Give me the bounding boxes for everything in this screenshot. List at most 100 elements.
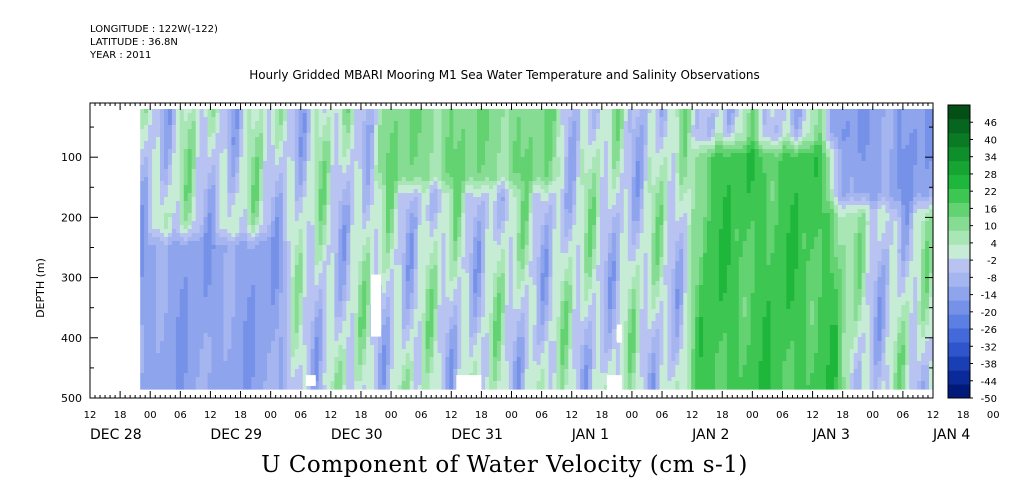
heatmap-cell — [152, 197, 157, 202]
heatmap-cell — [282, 245, 288, 250]
heatmap-cell — [227, 361, 232, 366]
heatmap-cell — [409, 265, 415, 270]
heatmap-cell — [286, 265, 292, 270]
heatmap-cell — [140, 153, 145, 158]
heatmap-cell — [314, 249, 320, 254]
heatmap-cell — [207, 293, 213, 298]
heatmap-cell — [263, 369, 268, 374]
heatmap-cell — [215, 137, 221, 142]
heatmap-cell — [211, 361, 217, 366]
heatmap-cell — [290, 213, 296, 218]
heatmap-cell — [342, 161, 347, 166]
heatmap-cell — [219, 213, 225, 218]
heatmap-cell — [374, 193, 379, 198]
heatmap-cell — [271, 329, 276, 334]
heatmap-cell — [306, 133, 312, 138]
heatmap-cell — [378, 381, 383, 386]
heatmap-cell — [247, 125, 252, 130]
heatmap-cell — [271, 349, 276, 354]
heatmap-cell — [175, 273, 181, 278]
heatmap-cell — [282, 285, 288, 290]
heatmap-cell — [389, 305, 395, 310]
heatmap-cell — [409, 245, 415, 250]
heatmap-cell — [183, 269, 189, 274]
heatmap-cell — [267, 341, 272, 346]
heatmap-cell — [290, 293, 296, 298]
heatmap-cell — [263, 361, 268, 366]
heatmap-cell — [199, 133, 205, 138]
heatmap-cell — [397, 245, 403, 250]
heatmap-cell — [175, 345, 181, 350]
heatmap-cell — [350, 201, 355, 206]
heatmap-cell — [326, 133, 332, 138]
heatmap-cell — [358, 321, 363, 326]
heatmap-cell — [195, 269, 201, 274]
heatmap-cell — [231, 281, 236, 286]
heatmap-cell — [401, 233, 407, 238]
heatmap-cell — [251, 117, 256, 122]
heatmap-cell — [382, 237, 387, 242]
heatmap-cell — [171, 185, 177, 190]
heatmap-cell — [148, 261, 153, 266]
heatmap-cell — [286, 157, 292, 162]
heatmap-cell — [302, 329, 308, 334]
heatmap-cell — [259, 381, 264, 386]
heatmap-cell — [167, 145, 173, 150]
heatmap-cell — [382, 269, 387, 274]
heatmap-cell — [382, 137, 387, 142]
heatmap-cell — [207, 201, 213, 206]
heatmap-cell — [346, 161, 351, 166]
heatmap-cell — [167, 125, 173, 130]
heatmap-cell — [405, 245, 411, 250]
heatmap-cell — [247, 301, 252, 306]
heatmap-cell — [409, 333, 415, 338]
heatmap-cell — [378, 201, 383, 206]
heatmap-cell — [156, 217, 161, 222]
heatmap-cell — [179, 313, 185, 318]
heatmap-cell — [235, 337, 240, 342]
heatmap-cell — [334, 213, 339, 218]
heatmap-cell — [183, 133, 189, 138]
heatmap-cell — [152, 269, 157, 274]
heatmap-cell — [144, 265, 149, 270]
heatmap-cell — [382, 161, 387, 166]
heatmap-cell — [342, 197, 347, 202]
heatmap-cell — [203, 269, 209, 274]
heatmap-cell — [362, 345, 367, 350]
heatmap-cell — [397, 193, 403, 198]
heatmap-cell — [235, 377, 240, 382]
heatmap-cell — [318, 317, 324, 322]
heatmap-cell — [211, 337, 217, 342]
heatmap-cell — [318, 133, 324, 138]
heatmap-cell — [187, 349, 193, 354]
heatmap-cell — [362, 313, 367, 318]
heatmap-cell — [338, 341, 343, 346]
heatmap-cell — [243, 341, 248, 346]
heatmap-cell — [152, 173, 157, 178]
heatmap-cell — [243, 173, 248, 178]
heatmap-cell — [164, 269, 169, 274]
heatmap-cell — [243, 181, 248, 186]
heatmap-cell — [156, 125, 161, 130]
heatmap-cell — [144, 141, 149, 146]
heatmap-cell — [326, 137, 332, 142]
heatmap-cell — [171, 113, 177, 118]
heatmap-cell — [314, 385, 320, 390]
heatmap-cell — [366, 353, 371, 358]
heatmap-cell — [231, 113, 236, 118]
heatmap-cell — [152, 221, 157, 226]
heatmap-cell — [409, 381, 415, 386]
heatmap-cell — [362, 261, 367, 266]
heatmap-cell — [175, 357, 181, 362]
heatmap-cell — [144, 341, 149, 346]
heatmap-cell — [160, 121, 165, 126]
heatmap-cell — [171, 273, 177, 278]
heatmap-cell — [382, 321, 387, 326]
heatmap-cell — [421, 181, 427, 186]
heatmap-cell — [219, 149, 225, 154]
heatmap-cell — [183, 189, 189, 194]
heatmap-cell — [302, 333, 308, 338]
heatmap-cell — [179, 305, 185, 310]
heatmap-cell — [378, 181, 383, 186]
heatmap-cell — [243, 337, 248, 342]
